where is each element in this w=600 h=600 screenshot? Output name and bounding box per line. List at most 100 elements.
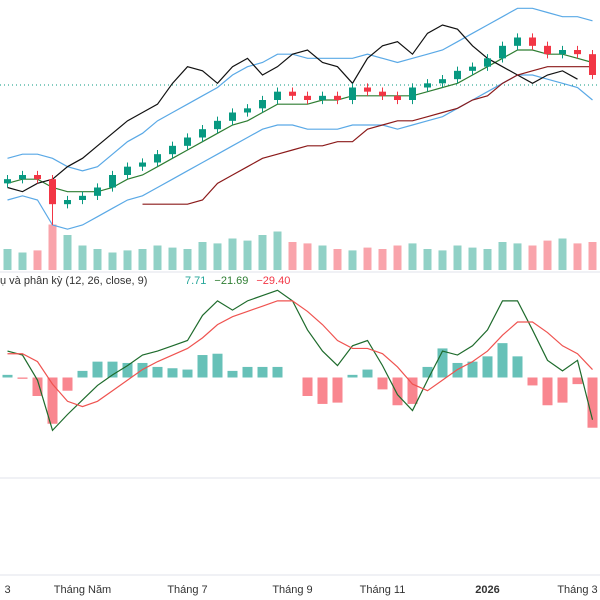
volume-bar [243, 240, 252, 270]
volume-bar [108, 252, 117, 270]
candle-body [139, 162, 146, 167]
candle-body [109, 175, 116, 188]
candle-body [34, 175, 41, 180]
volume-bar [153, 245, 162, 270]
candle-body [214, 120, 221, 130]
histogram-bar [497, 343, 508, 378]
histogram-bar [407, 377, 418, 404]
volume-bar [288, 242, 297, 270]
histogram-bar [572, 377, 583, 385]
histogram-bar [392, 377, 403, 406]
candle-body [514, 37, 521, 46]
volume-bar [258, 235, 267, 270]
histogram-bar [482, 356, 493, 378]
histogram-bar [302, 377, 313, 396]
candle-body [364, 87, 371, 92]
histogram-bar [437, 348, 448, 378]
volume-bar [498, 242, 507, 270]
histogram-bar [17, 377, 28, 379]
candle-body [19, 175, 26, 180]
volume-bar [423, 249, 432, 270]
candle-body [439, 79, 446, 84]
candle-body [289, 91, 296, 96]
histogram-bar [557, 377, 568, 403]
volume-bar [273, 231, 282, 270]
histogram-bar [212, 353, 223, 378]
candle-body [559, 50, 566, 55]
candle-body [409, 87, 416, 100]
volume-bar [543, 240, 552, 270]
volume-bar [213, 243, 222, 270]
x-tick-label: Tháng 11 [360, 584, 406, 596]
volume-bar [528, 245, 537, 270]
volume-bar [483, 249, 492, 270]
histogram-bar [347, 374, 358, 378]
volume-bar [78, 245, 87, 270]
volume-bar [588, 242, 597, 270]
volume-bar [303, 243, 312, 270]
volume-bar [318, 245, 327, 270]
candle-body [274, 91, 281, 100]
volume-bar [93, 249, 102, 270]
candle-body [349, 87, 356, 100]
candle-body [484, 58, 491, 67]
candle-body [94, 187, 101, 196]
candle-body [259, 100, 266, 109]
volume-bar [198, 242, 207, 270]
legend-value: −29.40 [256, 275, 290, 287]
candle-body [169, 145, 176, 155]
histogram-bar [257, 366, 268, 378]
volume-bar [558, 238, 567, 270]
histogram-bar [62, 377, 73, 391]
candle-body [424, 83, 431, 88]
x-tick-label: Tháng Năm [54, 584, 111, 596]
volume-bar [123, 250, 132, 270]
volume-bar [573, 243, 582, 270]
histogram-bar [2, 374, 13, 378]
candle-body [49, 179, 56, 205]
x-tick-label: Tháng 9 [272, 584, 312, 596]
histogram-bar [317, 377, 328, 404]
volume-bar [363, 247, 372, 270]
histogram-bar [152, 366, 163, 378]
legend-value: −21.69 [214, 275, 248, 287]
candle-body [199, 129, 206, 138]
indicator-line [7, 74, 593, 230]
histogram-bar [272, 366, 283, 378]
candle-body [244, 108, 251, 113]
candle-body [394, 95, 401, 100]
histogram-bar [197, 355, 208, 378]
volume-bar [48, 224, 57, 270]
x-tick-label: 2026 [475, 584, 499, 596]
macd-line [7, 289, 594, 432]
histogram-bar [587, 377, 598, 428]
candle-body [544, 45, 551, 55]
candle-body [4, 179, 11, 184]
histogram-bar [107, 361, 118, 378]
candle-body [229, 112, 236, 121]
histogram-bar [122, 362, 133, 378]
candle-body [589, 54, 596, 75]
legend-value: 7.71 [185, 275, 206, 287]
volume-bar [348, 250, 357, 270]
histogram-bar [77, 370, 88, 378]
histogram-bar [362, 369, 373, 378]
histogram-bar [182, 369, 193, 378]
candle-body [184, 137, 191, 146]
candle-body [154, 154, 161, 163]
macd-title: ụ và phân kỳ (12, 26, close, 9) [0, 275, 147, 287]
candle-body [79, 195, 86, 200]
histogram-bar [227, 370, 238, 378]
volume-bar [408, 243, 417, 270]
candle-body [304, 95, 311, 100]
volume-bar [18, 252, 27, 270]
histogram-bar [32, 377, 43, 396]
volume-bar [468, 247, 477, 270]
histogram-bar [422, 366, 433, 378]
histogram-bar [542, 377, 553, 406]
candle-body [529, 37, 536, 46]
histogram-bar [512, 356, 523, 378]
volume-bar [513, 243, 522, 270]
